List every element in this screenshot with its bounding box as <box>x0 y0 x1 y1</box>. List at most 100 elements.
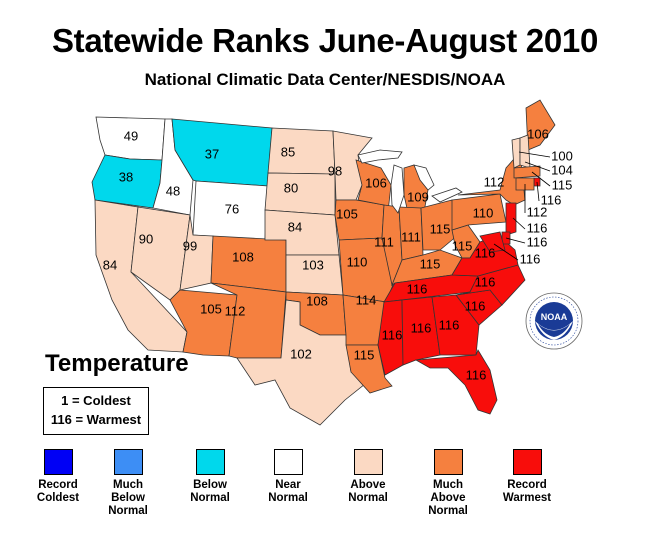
rank-label-ky: 115 <box>420 256 441 271</box>
legend-label-line: Normal <box>190 492 230 504</box>
state-nj <box>505 202 517 236</box>
rank-label-nc: 116 <box>475 274 496 289</box>
svg-text:NOAA: NOAA <box>541 312 568 322</box>
legend-category: Much Above Normal <box>408 449 488 518</box>
rank-label-ks: 103 <box>302 257 324 272</box>
legend-label-line: Near <box>275 479 301 491</box>
legend-label: Record Coldest <box>18 479 98 505</box>
state-me <box>525 99 556 151</box>
state-al <box>401 296 441 366</box>
legend-label: Below Normal <box>170 479 250 505</box>
legend-label-line: Normal <box>108 505 148 517</box>
rank-label-vt: 100 <box>551 148 573 163</box>
legend-label-line: Normal <box>268 492 308 504</box>
rank-label-al: 116 <box>411 320 432 335</box>
state-oh <box>420 199 459 251</box>
legend-swatch <box>353 449 383 475</box>
rank-label-mn: 98 <box>328 163 342 178</box>
rank-label-me: 106 <box>527 126 549 141</box>
rank-label-nv: 90 <box>139 231 153 246</box>
rank-label-de: 116 <box>527 234 548 249</box>
rank-label-pa: 110 <box>473 205 494 220</box>
legend-label-line: Record <box>38 479 78 491</box>
rank-label-ar: 114 <box>356 292 377 307</box>
rank-label-ct: 112 <box>527 204 548 219</box>
legend-label-line: Above <box>430 492 466 504</box>
callout-line-nj <box>512 217 526 230</box>
rank-label-nj: 116 <box>527 220 548 235</box>
legend-label: Much Above Normal <box>408 479 488 518</box>
legend-swatch <box>433 449 463 475</box>
rank-label-wi: 106 <box>365 175 387 190</box>
legend-label-line: Normal <box>348 492 388 504</box>
legend-swatch <box>195 449 225 475</box>
rank-label-az: 105 <box>200 301 222 316</box>
legend-category: Near Normal <box>248 449 328 505</box>
rank-label-wa: 49 <box>124 128 138 143</box>
rank-label-mi: 109 <box>407 189 429 204</box>
legend-label-line: Warmest <box>502 492 552 504</box>
rank-label-nm: 112 <box>225 303 246 318</box>
rank-label-va: 116 <box>475 245 496 260</box>
legend-label: Record Warmest <box>487 479 567 505</box>
rank-label-sc: 116 <box>465 298 486 313</box>
rank-label-tn: 116 <box>407 281 428 296</box>
rank-label-il: 111 <box>374 234 394 249</box>
rank-label-ma: 115 <box>552 177 573 192</box>
noaa-logo: NOAA <box>524 291 584 356</box>
lake-superior <box>357 149 403 164</box>
callout-line-md <box>493 243 519 261</box>
rank-label-ri: 116 <box>541 192 562 207</box>
rank-label-oh: 115 <box>430 221 451 236</box>
rank-label-ny: 112 <box>484 174 505 189</box>
legend-swatch <box>512 449 542 475</box>
map-title: Statewide Ranks June-August 2010 <box>51 22 599 59</box>
rank-label-sd: 80 <box>284 180 298 195</box>
key-coldest: 1 = Coldest <box>61 393 131 408</box>
rank-label-wv: 115 <box>452 238 473 253</box>
callout-line-vt <box>518 151 551 158</box>
state-mn <box>332 130 373 201</box>
legend-label-line: Coldest <box>36 492 80 504</box>
legend-category: Above Normal <box>328 449 408 505</box>
legend-label-line: Much <box>112 479 144 491</box>
rank-label-ia: 105 <box>336 206 358 221</box>
key-warmest: 116 = Warmest <box>50 412 142 427</box>
callout-line-ri <box>536 181 540 202</box>
legend-label: Above Normal <box>328 479 408 505</box>
legend-swatch <box>113 449 143 475</box>
legend-label: Near Normal <box>248 479 328 505</box>
rank-label-nh: 104 <box>551 162 573 177</box>
legend-swatch <box>43 449 73 475</box>
legend-label-line: Record <box>507 479 547 491</box>
state-fl <box>414 349 498 415</box>
state-ms <box>377 299 404 376</box>
callout-line-de <box>505 237 526 244</box>
legend-label-line: Much <box>432 479 464 491</box>
rank-label-wy: 76 <box>225 201 239 216</box>
rank-label-tx: 102 <box>290 346 312 361</box>
rank-label-nd: 85 <box>281 144 295 159</box>
state-ma <box>513 165 541 179</box>
lake-huron <box>413 164 435 191</box>
state-pa <box>451 193 507 231</box>
state-sd <box>264 172 336 216</box>
rank-label-id: 48 <box>166 183 180 198</box>
rank-label-ms: 116 <box>382 327 403 342</box>
legend-label-line: Above <box>350 479 386 491</box>
legend-category: Below Normal <box>170 449 250 505</box>
rank-key: 1 = Coldest 116 = Warmest <box>43 387 149 435</box>
legend-label-line: Below <box>193 479 227 491</box>
state-nd <box>267 127 336 175</box>
rank-label-co: 108 <box>232 249 254 264</box>
rank-label-in: 111 <box>401 229 421 244</box>
rank-label-ne: 84 <box>288 219 302 234</box>
legend-category: Record Coldest <box>18 449 98 505</box>
lake-michigan <box>390 164 405 214</box>
legend-label: Much Below Normal <box>88 479 168 518</box>
legend-label-line: Normal <box>428 505 468 517</box>
callout-line-nh <box>524 161 551 172</box>
rank-label-mt: 37 <box>205 146 219 161</box>
rank-label-ut: 99 <box>183 238 197 253</box>
rank-label-md: 116 <box>520 251 541 266</box>
